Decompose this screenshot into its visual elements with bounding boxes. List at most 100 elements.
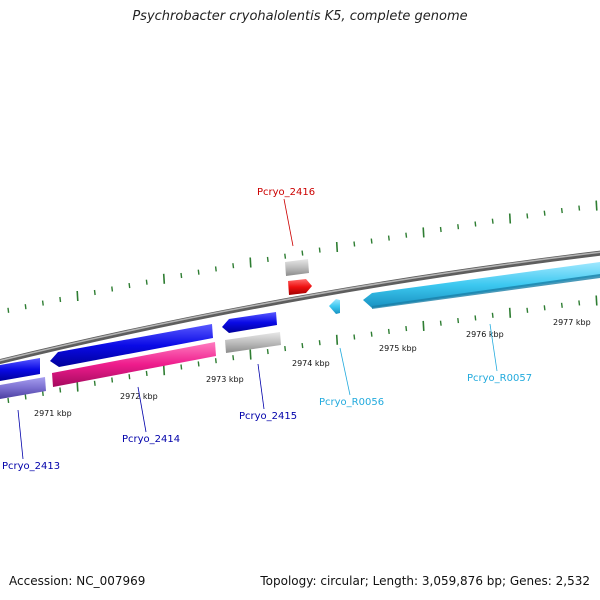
inner-tick	[335, 334, 339, 345]
gene-feature-pcryo-2413[interactable]	[0, 377, 46, 399]
outer-tick	[76, 290, 79, 302]
inner-tick	[387, 328, 390, 334]
inner-tick	[560, 302, 563, 308]
gene-feature-pcryo-r0057[interactable]	[363, 262, 600, 308]
gene-feature-pcryo-2416[interactable]	[288, 279, 312, 295]
outer-tick	[41, 300, 44, 306]
outer-tick	[353, 241, 356, 247]
gene-feature-blue-small[interactable]	[222, 312, 277, 333]
outer-tick	[474, 221, 477, 227]
outer-tick	[595, 200, 598, 211]
genome-backbone	[0, 250, 600, 365]
inner-tick	[197, 361, 200, 367]
outer-tick	[457, 224, 460, 230]
outer-tick	[24, 304, 27, 310]
inner-tick	[370, 331, 373, 337]
gene-label-pcryo-2416: Pcryo_2416	[257, 187, 315, 198]
outer-tick	[128, 283, 131, 289]
gene-label-pcryo-r0057: Pcryo_R0057	[467, 373, 532, 384]
gene-feature-pcryo-2415[interactable]	[225, 332, 281, 353]
inner-tick	[318, 340, 321, 346]
inner-tick	[214, 358, 217, 364]
gene-label-pcryo-2415: Pcryo_2415	[239, 411, 297, 422]
inner-tick	[543, 305, 546, 311]
outer-tick	[93, 289, 96, 296]
gene-labels: Pcryo_2413 Pcryo_2414 Pcryo_2415 Pcryo_2…	[2, 187, 532, 472]
inner-tick	[457, 318, 460, 324]
inner-tick	[422, 320, 425, 331]
outer-tick	[370, 238, 373, 244]
outer-tick	[560, 208, 563, 214]
inner-tick	[76, 381, 79, 392]
inner-tick	[405, 326, 408, 332]
gene-feature-pcryo-r0056[interactable]	[329, 299, 340, 314]
inner-tick	[232, 355, 235, 361]
outer-tick	[508, 213, 512, 224]
inner-tick	[508, 307, 512, 318]
outer-tick	[145, 279, 148, 285]
gene-feature-gray-top[interactable]	[285, 259, 309, 276]
outer-tick	[162, 273, 166, 284]
inner-tick	[128, 374, 131, 380]
outer-tick-row	[7, 200, 598, 313]
inner-tick	[595, 295, 598, 306]
scale-label-2973: 2973 kbp	[206, 375, 244, 384]
outer-tick	[180, 272, 183, 279]
outer-tick	[526, 213, 529, 219]
inner-tick	[284, 346, 287, 352]
outer-tick	[387, 235, 390, 241]
label-leader-lines	[17, 198, 498, 460]
inner-tick	[526, 307, 529, 313]
scale-labels: 2971 kbp 2972 kbp 2973 kbp 2974 kbp 2975…	[34, 318, 591, 418]
inner-tick	[474, 315, 477, 321]
gene-feature-blue-left[interactable]	[0, 358, 40, 381]
outer-tick	[422, 227, 425, 238]
accession-text: Accession: NC_007969	[9, 574, 146, 588]
inner-tick	[24, 394, 27, 400]
outer-tick	[266, 256, 269, 262]
inner-tick	[59, 387, 62, 393]
gene-label-pcryo-r0056: Pcryo_R0056	[319, 397, 384, 408]
gene-feature-pcryo-2414[interactable]	[52, 342, 216, 387]
outer-tick	[335, 241, 339, 253]
scale-label-2974: 2974 kbp	[292, 359, 330, 368]
scale-label-2975: 2975 kbp	[379, 344, 417, 353]
inner-tick	[93, 380, 96, 386]
outer-tick	[111, 286, 114, 292]
inner-tick	[353, 334, 356, 340]
inner-tick-row	[7, 295, 598, 403]
outer-tick	[284, 253, 287, 259]
page-title: Psychrobacter cryohalolentis K5, complet…	[132, 9, 468, 24]
gene-feature-blue-mid[interactable]	[50, 324, 213, 367]
outer-tick	[405, 232, 408, 238]
outer-tick	[232, 263, 235, 269]
inner-tick	[578, 300, 581, 306]
genome-summary-text: Topology: circular; Length: 3,059,876 bp…	[260, 574, 590, 588]
outer-tick	[301, 250, 304, 256]
outer-tick	[214, 266, 217, 272]
inner-tick	[491, 312, 494, 318]
inner-tick	[7, 397, 10, 403]
inner-tick	[145, 370, 148, 376]
inner-tick	[41, 390, 44, 396]
scale-label-2977: 2977 kbp	[553, 318, 591, 327]
outer-tick	[578, 205, 581, 211]
inner-tick	[180, 364, 183, 370]
gene-label-pcryo-2414: Pcryo_2414	[122, 434, 180, 445]
outer-tick	[543, 210, 546, 216]
outer-tick	[197, 269, 200, 275]
scale-label-2972: 2972 kbp	[120, 392, 158, 401]
outer-tick	[7, 307, 10, 313]
gene-features	[0, 259, 600, 399]
scale-label-2976: 2976 kbp	[466, 330, 504, 339]
outer-tick	[439, 226, 442, 233]
outer-tick	[318, 247, 321, 253]
inner-tick	[301, 343, 304, 349]
inner-tick	[162, 365, 166, 376]
scale-label-2971: 2971 kbp	[34, 409, 72, 418]
inner-tick	[111, 377, 114, 383]
inner-tick	[249, 349, 252, 360]
inner-tick	[439, 320, 442, 326]
outer-tick	[59, 296, 62, 303]
